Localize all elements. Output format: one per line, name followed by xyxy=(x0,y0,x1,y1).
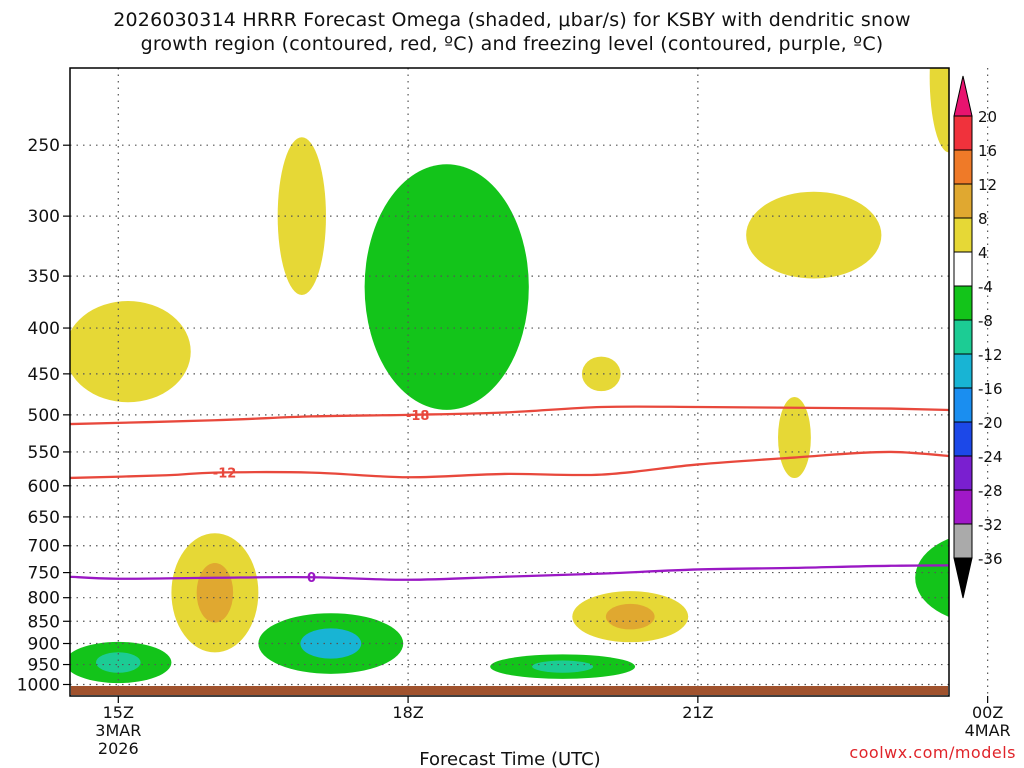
omega-region-rise-18z-350 xyxy=(364,164,529,410)
y-tick-label-350: 350 xyxy=(28,267,60,287)
y-tick-label-750: 750 xyxy=(28,564,60,584)
y-tick-label-950: 950 xyxy=(28,656,60,676)
x-tick-label-15-2: 2026 xyxy=(98,739,139,758)
y-tick-label-450: 450 xyxy=(28,365,60,385)
colorbar-label-13: -36 xyxy=(978,550,1003,568)
omega-core-rise-19z-950 xyxy=(532,660,594,673)
colorbar-segment-4 xyxy=(953,217,973,253)
contour-freezing-level-0 xyxy=(70,564,949,581)
omega-region-sink-22z-520 xyxy=(778,397,811,479)
terrain-strip xyxy=(71,686,948,695)
y-tick-label-250: 250 xyxy=(28,136,60,156)
y-tick-label-550: 550 xyxy=(28,443,60,463)
y-tick-label-650: 650 xyxy=(28,508,60,528)
y-tick-label-400: 400 xyxy=(28,319,60,339)
y-tick-label-850: 850 xyxy=(28,612,60,632)
omega-core-sink-20z-850 xyxy=(605,603,655,630)
colorbar-segment-3 xyxy=(953,183,973,219)
x-tick-label-24-1: 4MAR xyxy=(965,721,1011,740)
colorbar-segment-13 xyxy=(953,523,973,559)
colorbar-top-arrow xyxy=(953,75,973,117)
contour-label-0: -18 xyxy=(406,409,430,424)
y-tick-label-1000: 1000 xyxy=(17,676,60,696)
omega-region-sink-20z-450 xyxy=(581,356,621,392)
colorbar-label-3: 8 xyxy=(978,210,988,228)
colorbar: 20 16 12 8 4 -4 -8 -12 -16 -20 -24 -28 -32 -36 xyxy=(953,75,1003,599)
y-tick-label-500: 500 xyxy=(28,406,60,426)
colorbar-label-12: -32 xyxy=(978,516,1003,534)
colorbar-label-9: -20 xyxy=(978,414,1003,432)
colorbar-label-1: 16 xyxy=(978,142,997,160)
contour-label-2: -12 xyxy=(213,467,237,482)
omega-region-rise-00z-780 xyxy=(915,538,949,617)
colorbar-label-7: -12 xyxy=(978,346,1003,364)
x-axis-label: Forecast Time (UTC) xyxy=(419,749,600,768)
y-tick-label-800: 800 xyxy=(28,589,60,609)
colorbar-bottom-arrow xyxy=(953,557,973,599)
omega-core-sink-16z-800 xyxy=(196,563,234,623)
colorbar-segment-2 xyxy=(953,149,973,185)
colorbar-segment-8 xyxy=(953,353,973,389)
colorbar-segment-12 xyxy=(953,489,973,525)
omega-region-sink-23z-220 xyxy=(929,68,949,153)
y-tick-label-300: 300 xyxy=(28,207,60,227)
contour-label-4: 0 xyxy=(307,571,316,586)
colorbar-segment-9 xyxy=(953,387,973,423)
plot-frame xyxy=(69,67,950,697)
colorbar-segment-6 xyxy=(953,285,973,321)
contour-dgz-minus-18 xyxy=(70,405,949,426)
x-tick-label-18-0: 18Z xyxy=(392,703,423,722)
colorbar-label-5: -4 xyxy=(978,278,993,296)
y-tick-label-900: 900 xyxy=(28,635,60,655)
chart-title: 2026030314 HRRR Forecast Omega (shaded, … xyxy=(0,8,1024,56)
x-tick-label-15-0: 15Z xyxy=(103,703,134,722)
colorbar-label-4: 4 xyxy=(978,244,988,262)
colorbar-label-10: -24 xyxy=(978,448,1003,466)
colorbar-label-0: 20 xyxy=(978,108,997,126)
omega-region-sink-15z-400 xyxy=(70,301,191,403)
title-line-2: growth region (contoured, red, ºC) and f… xyxy=(140,33,884,55)
y-tick-label-600: 600 xyxy=(28,477,60,497)
x-tick-label-24-0: 00Z xyxy=(972,703,1003,722)
watermark: coolwx.com/models xyxy=(849,743,1016,762)
colorbar-label-6: -8 xyxy=(978,312,993,330)
colorbar-segment-7 xyxy=(953,319,973,355)
colorbar-segment-1 xyxy=(953,115,973,151)
colorbar-segment-10 xyxy=(953,421,973,457)
colorbar-segment-5 xyxy=(953,251,973,287)
contour-dgz-minus-12 xyxy=(70,450,949,480)
omega-region-sink-22z-315 xyxy=(746,191,882,279)
x-tick-label-15-1: 3MAR xyxy=(95,721,141,740)
omega-core-rise-15z-low xyxy=(95,652,141,673)
colorbar-segment-11 xyxy=(953,455,973,491)
x-tick-label-21-0: 21Z xyxy=(682,703,713,722)
omega-region-sink-17z-300 xyxy=(277,137,326,295)
colorbar-label-8: -16 xyxy=(978,380,1003,398)
colorbar-label-11: -28 xyxy=(978,482,1003,500)
title-line-1: 2026030314 HRRR Forecast Omega (shaded, … xyxy=(113,9,911,31)
y-tick-label-700: 700 xyxy=(28,537,60,557)
colorbar-label-2: 12 xyxy=(978,176,997,194)
